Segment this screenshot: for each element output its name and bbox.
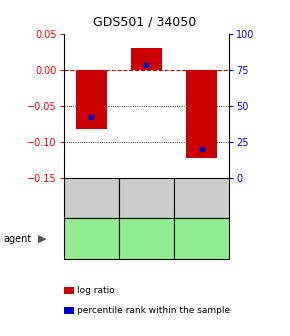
Text: agent: agent [3,234,31,244]
Text: GDS501 / 34050: GDS501 / 34050 [93,15,197,28]
Bar [186,70,217,158]
Text: GSM8757: GSM8757 [142,180,151,217]
Text: IFNg: IFNg [80,234,102,244]
Text: TNFa: TNFa [135,234,158,244]
Text: GSM8752: GSM8752 [87,180,96,216]
Text: ▶: ▶ [38,234,46,244]
Text: log ratio: log ratio [77,286,115,295]
Bar [131,48,162,70]
Text: GSM8762: GSM8762 [197,180,206,216]
Text: IL4: IL4 [194,234,209,244]
Bar [76,70,106,129]
Text: percentile rank within the sample: percentile rank within the sample [77,306,230,315]
